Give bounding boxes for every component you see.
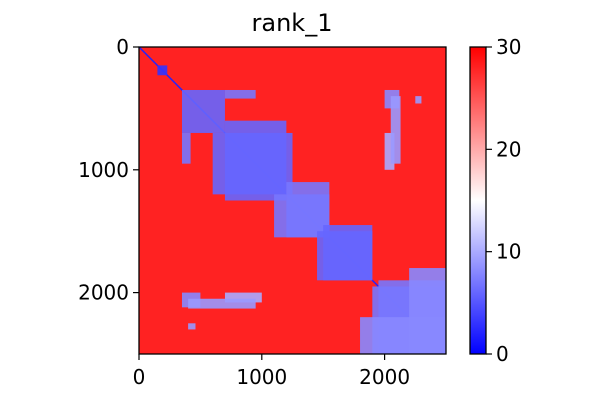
y-tick-label: 0 bbox=[116, 35, 129, 59]
heatmap-block-4-mirror bbox=[224, 120, 287, 201]
heatmap-block-3 bbox=[224, 89, 256, 99]
x-tick-label: 0 bbox=[133, 365, 146, 389]
heatmap-block-10-mirror bbox=[390, 96, 401, 164]
y-tick-label: 1000 bbox=[78, 158, 129, 182]
heatmap-block-1 bbox=[157, 65, 168, 76]
colorbar-tick-label: 20 bbox=[496, 137, 521, 161]
x-tick-label: 1000 bbox=[236, 365, 287, 389]
colorbar-tick-label: 0 bbox=[496, 342, 509, 366]
plot-frame bbox=[138, 46, 447, 355]
heatmap-block-11 bbox=[188, 323, 196, 330]
heatmap-plot-area bbox=[138, 46, 447, 355]
heatmap-block-5-mirror bbox=[286, 182, 330, 238]
x-axis: 0 1000 2000 bbox=[133, 354, 410, 389]
heatmap-block-9-mirror bbox=[224, 292, 262, 303]
colorbar-tick-label: 10 bbox=[496, 240, 521, 264]
heatmap-block-10 bbox=[188, 298, 256, 309]
chart-title: rank_1 bbox=[252, 9, 333, 37]
heatmap-block-3-mirror bbox=[181, 132, 191, 164]
heatmap-block-2 bbox=[181, 89, 225, 133]
x-tick-label: 2000 bbox=[359, 365, 410, 389]
y-tick-label: 2000 bbox=[78, 281, 129, 305]
heatmap-block-11-mirror bbox=[415, 96, 422, 104]
heatmap-block-12-mirror bbox=[360, 317, 446, 354]
heatmap-block-6-mirror bbox=[323, 225, 373, 281]
colorbar-axis: 0 10 20 30 bbox=[486, 35, 521, 366]
heatmap-block-9 bbox=[384, 132, 395, 170]
colorbar bbox=[469, 46, 487, 355]
colorbar-tick-label: 30 bbox=[496, 35, 521, 59]
y-axis: 0 1000 2000 bbox=[78, 35, 139, 305]
